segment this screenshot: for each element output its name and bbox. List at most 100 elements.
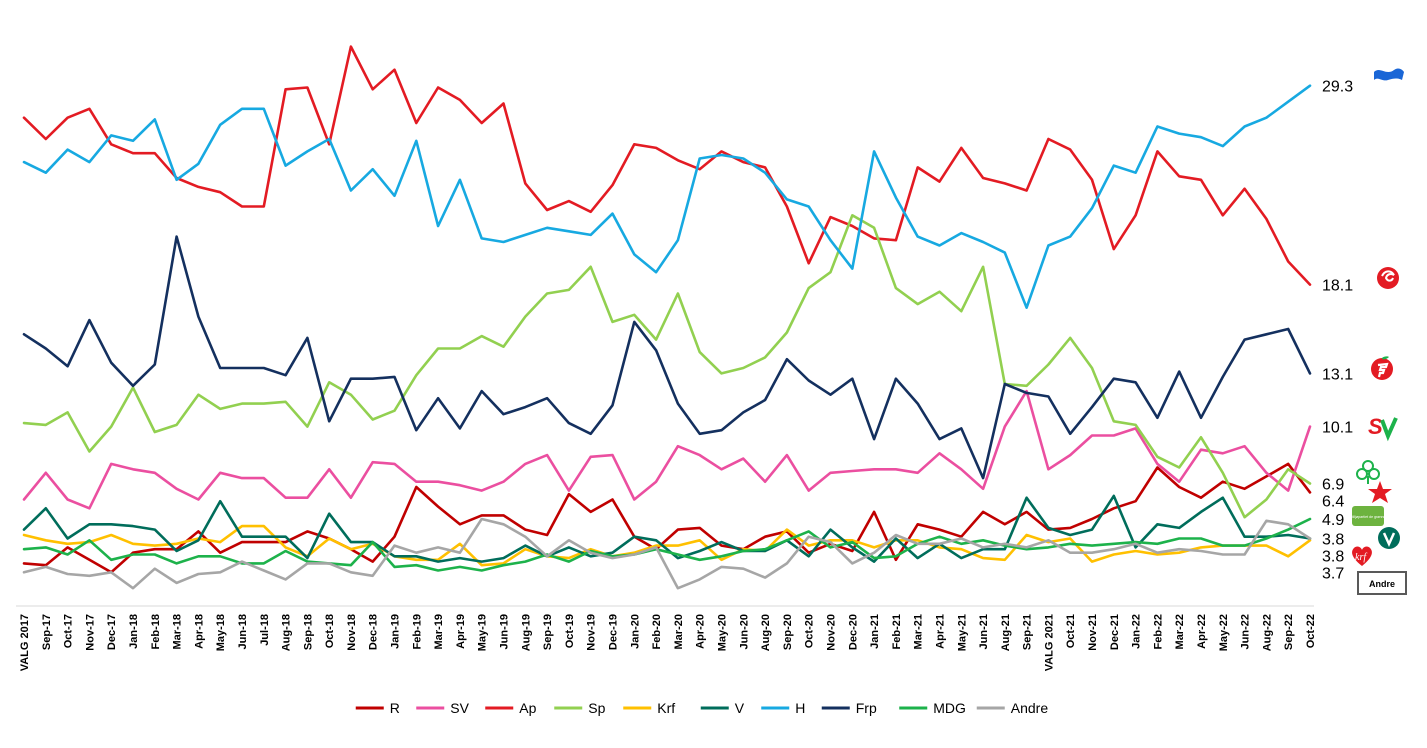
x-tick-label: Nov-18 [346, 614, 358, 651]
ap-rose-icon [1377, 267, 1399, 289]
x-tick-label: Mar-20 [673, 614, 685, 649]
legend-label: V [735, 700, 745, 716]
x-tick-label: Nov-17 [84, 614, 96, 651]
x-tick-label: Mar-18 [172, 614, 184, 649]
x-tick-label: Sep-17 [41, 614, 53, 650]
series-line-sv [22, 389, 1312, 510]
x-tick-label: Aug-20 [760, 614, 772, 651]
frp-apple-icon [1371, 356, 1393, 380]
legend-label: Ap [519, 700, 536, 716]
x-tick-label: Oct-21 [1065, 614, 1077, 648]
venstre-v-icon [1378, 527, 1400, 549]
x-tick-label: Feb-21 [891, 614, 903, 649]
series-lines [22, 45, 1312, 590]
x-tick-label: Aug-22 [1261, 614, 1273, 651]
legend-label: SV [450, 700, 469, 716]
end-label-sp: 6.9 [1322, 477, 1344, 494]
legend-label: R [390, 700, 400, 716]
x-tick-label: Sep-21 [1022, 614, 1034, 650]
x-tick-label: VALG 2021 [1043, 614, 1055, 671]
series-line-r [22, 462, 1312, 574]
x-tick-label: Apr-18 [193, 614, 205, 649]
x-tick-label: Jun-20 [738, 614, 750, 649]
x-tick-label: Dec-18 [368, 614, 380, 650]
x-tick-label: Jan-21 [869, 614, 881, 649]
x-tick-label: May-21 [956, 614, 968, 651]
mdg-badge-icon: Miljøpartiet de grønne [1351, 506, 1386, 526]
x-tick-label: Oct-19 [564, 614, 576, 648]
x-tick-label: Sep-18 [302, 614, 314, 650]
x-tick-label: Aug-21 [1000, 614, 1012, 651]
sp-clover-icon [1356, 460, 1380, 484]
svg-text:krf: krf [1355, 552, 1367, 563]
end-label-h: 29.3 [1322, 79, 1353, 96]
x-tick-label: Apr-20 [695, 614, 707, 649]
x-tick-label: May-22 [1218, 614, 1230, 651]
end-label-krf: 3.7 [1322, 566, 1344, 583]
x-tick-label: Feb-18 [150, 614, 162, 649]
x-tick-label: Apr-19 [455, 614, 467, 649]
legend-item-h: H [761, 700, 805, 716]
andre-box: Andre [1357, 571, 1407, 595]
series-line-krf [22, 524, 1312, 567]
andre-box-label: Andre [1369, 579, 1395, 589]
series-line-frp [22, 235, 1312, 480]
end-value-labels: 29.318.113.110.16.96.44.93.83.83.7 [1322, 79, 1353, 583]
x-tick-label: Sep-19 [542, 614, 554, 650]
x-tick-label: May-20 [716, 614, 728, 651]
end-label-r: 6.4 [1322, 494, 1344, 511]
series-line-v [22, 494, 1312, 563]
x-tick-label: Jan-18 [128, 614, 140, 649]
legend-item-andre: Andre [976, 700, 1048, 716]
series-line-andre [22, 517, 1312, 590]
legend-item-r: R [355, 700, 400, 716]
x-tick-label: Aug-18 [281, 614, 293, 651]
legend-item-mdg: MDG [899, 700, 966, 716]
x-tick-label: Jan-20 [629, 614, 641, 649]
x-tick-label: Oct-17 [63, 614, 75, 648]
svg-text:S: S [1368, 414, 1383, 439]
legend-item-v: V [700, 700, 745, 716]
legend-label: Sp [588, 700, 605, 716]
x-tick-label: Oct-18 [324, 614, 336, 648]
x-tick-label: Dec-21 [1109, 614, 1121, 650]
x-tick-label: Oct-20 [804, 614, 816, 648]
x-tick-label: Mar-22 [1174, 614, 1186, 649]
x-tick-label: Jan-19 [390, 614, 402, 649]
legend-item-sv: SV [416, 700, 470, 716]
x-tick-label: Apr-21 [934, 614, 946, 649]
x-tick-label: Mar-19 [433, 614, 445, 649]
x-tick-label: Nov-20 [825, 614, 837, 651]
legend-item-frp: Frp [821, 700, 877, 716]
x-tick-label: Nov-21 [1087, 614, 1099, 651]
legend-label: MDG [933, 700, 966, 716]
series-line-sp [22, 214, 1312, 519]
x-tick-label: Dec-20 [847, 614, 859, 650]
series-line-h [22, 84, 1312, 310]
chart-legend: R SV Ap Sp Krf V H Frp MDG Andre [355, 700, 1048, 716]
x-tick-label: Mar-21 [913, 614, 925, 649]
x-tick-label: Jun-19 [499, 614, 511, 649]
rodt-star-icon [1368, 481, 1392, 503]
x-tick-label: May-18 [215, 614, 227, 651]
x-tick-label: Jul-18 [259, 614, 271, 646]
x-tick-label: Nov-19 [586, 614, 598, 651]
x-tick-label: Aug-19 [520, 614, 532, 651]
legend-item-ap: Ap [485, 700, 537, 716]
legend-label: H [795, 700, 805, 716]
x-tick-label: Feb-19 [411, 614, 423, 649]
x-tick-label: Sep-22 [1283, 614, 1295, 650]
x-tick-label: Jun-21 [978, 614, 990, 649]
legend-label: Krf [657, 700, 675, 716]
x-tick-label: Dec-17 [106, 614, 118, 650]
end-label-sv: 10.1 [1322, 420, 1353, 437]
hoyre-wave-icon [1374, 68, 1404, 81]
end-label-frp: 13.1 [1322, 366, 1353, 383]
end-label-v: 3.8 [1322, 532, 1344, 549]
x-tick-label: Jan-22 [1131, 614, 1143, 649]
legend-item-krf: Krf [623, 700, 675, 716]
svg-text:Miljøpartiet de grønne: Miljøpartiet de grønne [1351, 515, 1386, 519]
series-line-ap [22, 45, 1312, 286]
legend-item-sp: Sp [554, 700, 606, 716]
